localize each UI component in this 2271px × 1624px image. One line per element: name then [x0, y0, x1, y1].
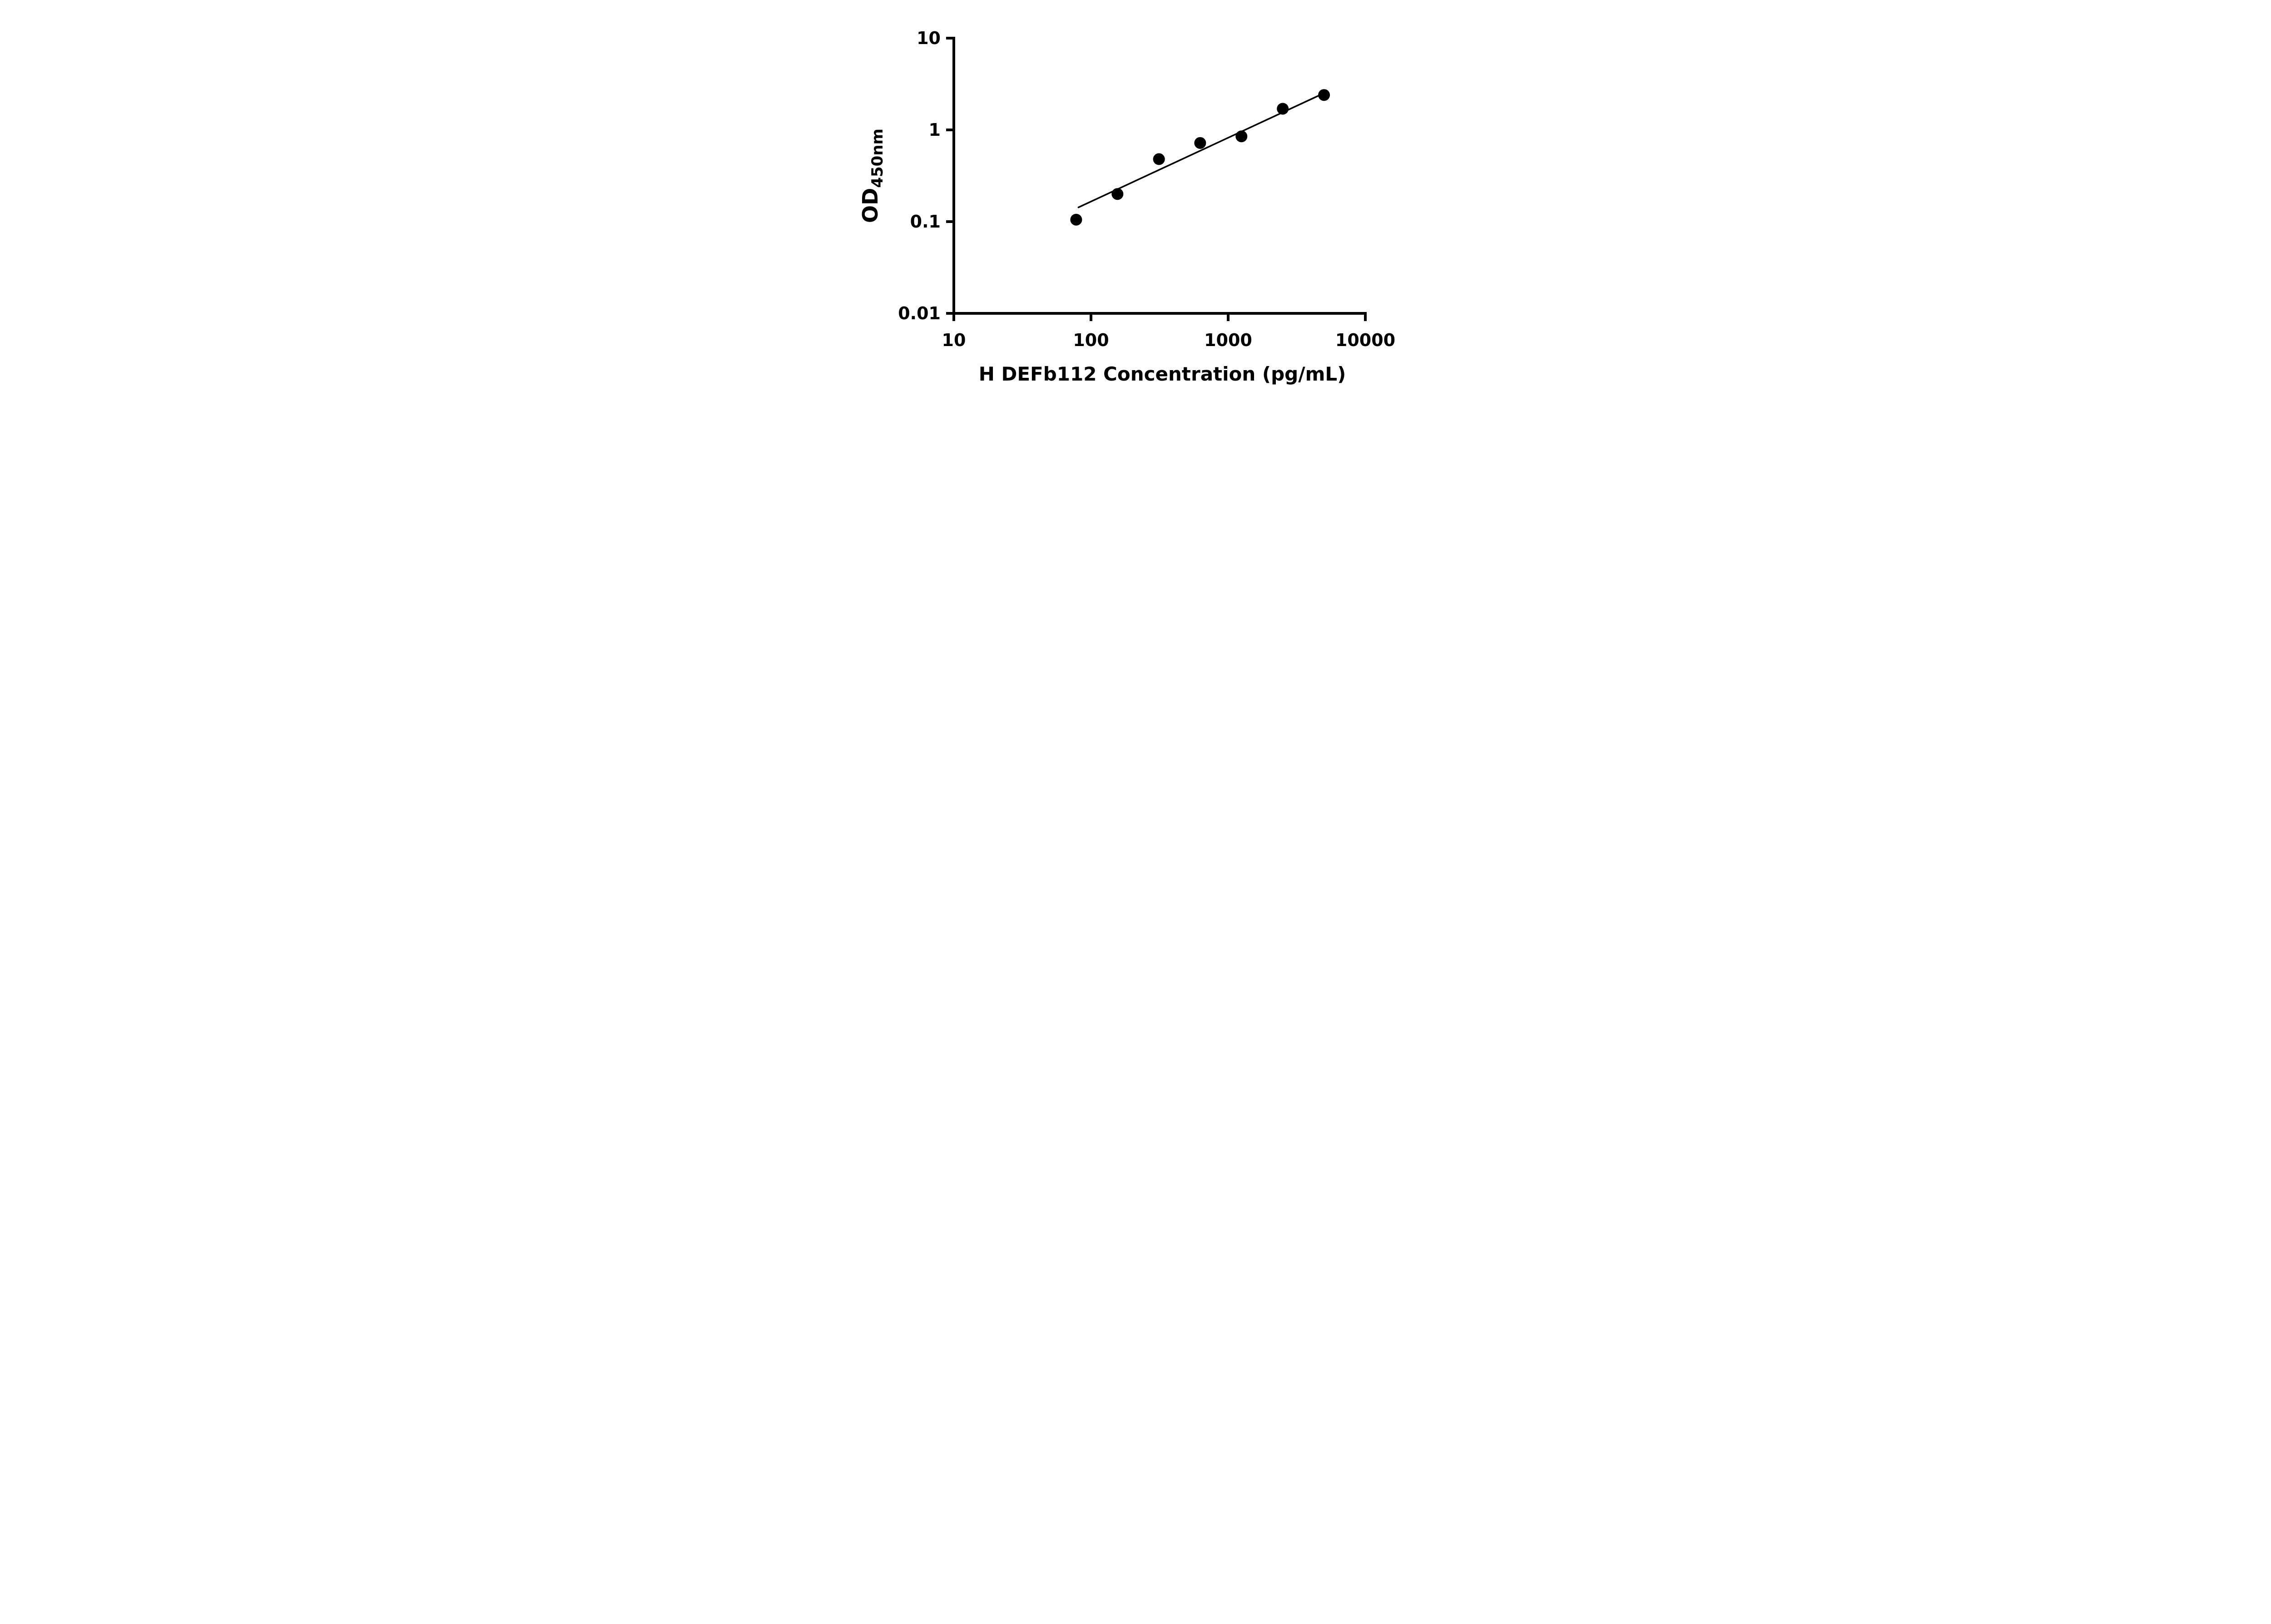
y-axis-title-sub: 450nm [868, 129, 887, 188]
data-point [1235, 130, 1247, 143]
data-point [1153, 153, 1165, 165]
x-axis-title: H DEFb112 Concentration (pg/mL) [978, 363, 1346, 385]
ticks-layer: 10 100 1000 10000 0.01 0.1 1 10 [898, 28, 1395, 350]
axes-layer [952, 37, 1367, 315]
x-tick-label: 10000 [1335, 330, 1395, 350]
axis-lines [952, 37, 1367, 315]
x-tick-label: 1000 [1204, 330, 1252, 350]
y-axis-title-main: OD [858, 188, 883, 223]
series-layer [1070, 89, 1330, 226]
y-tick-label: 10 [917, 28, 941, 48]
x-tick-label: 10 [942, 330, 966, 350]
data-point [1318, 89, 1330, 101]
plot-svg: 10 100 1000 10000 0.01 0.1 1 10 H DEFb112 Conce… [858, 28, 1395, 385]
data-point [1276, 103, 1289, 115]
y-tick-label: 0.01 [898, 303, 941, 323]
data-point [1194, 137, 1206, 149]
data-point [1070, 213, 1082, 226]
y-tick-label: 0.1 [910, 212, 940, 232]
data-point [1111, 188, 1123, 200]
y-tick-label: 1 [928, 120, 940, 140]
y-axis-title: OD450nm [858, 129, 887, 223]
elisa-standard-curve-chart: 10 100 1000 10000 0.01 0.1 1 10 H DEFb112 Conce… [842, 0, 1429, 406]
chart-page: 10 100 1000 10000 0.01 0.1 1 10 H DEFb112 Conce… [842, 0, 1429, 406]
x-tick-label: 100 [1073, 330, 1109, 350]
